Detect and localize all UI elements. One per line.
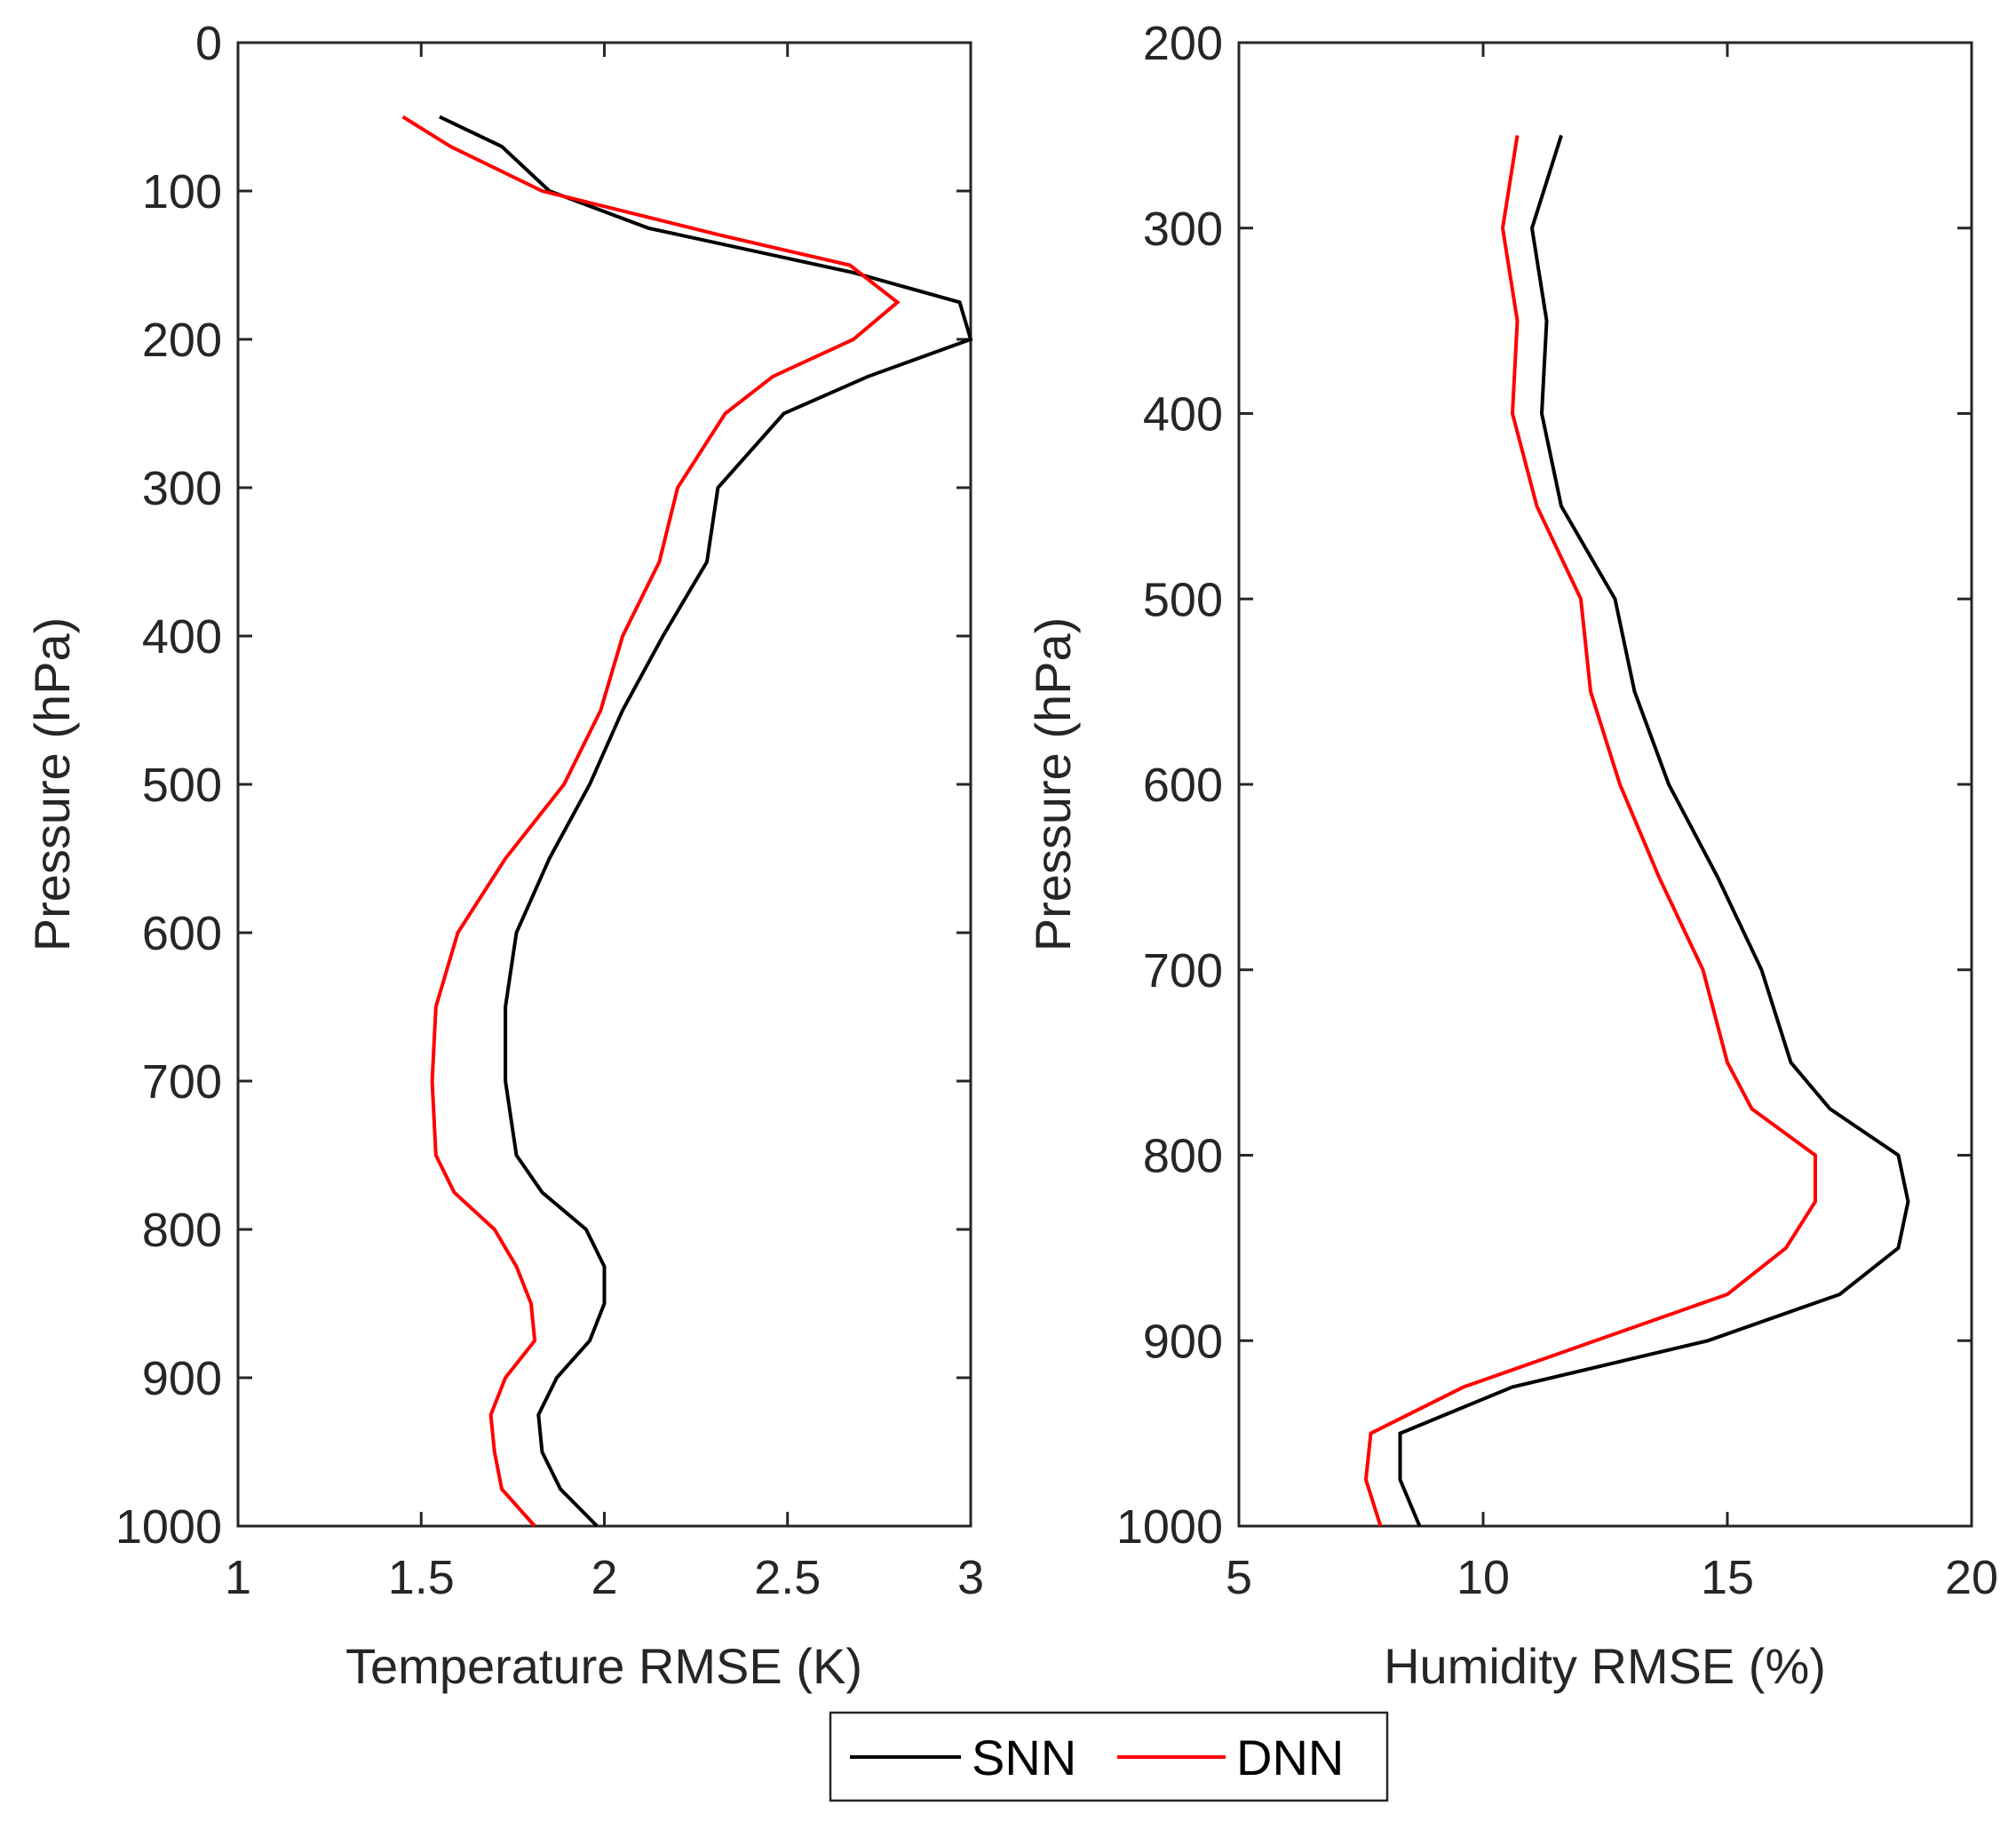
temperature-panel: 1 1.5 2 2.5 3 0 100 200 300 400 500 600 700 800 900 100…	[24, 17, 984, 1694]
humidity-x-tick-label: 10	[1456, 1551, 1510, 1604]
temperature-series	[401, 115, 973, 1528]
temperature-y-tick-label: 700	[142, 1055, 222, 1109]
temperature-y-tick-label: 300	[142, 462, 222, 515]
humidity-axes-box	[1237, 41, 1973, 1528]
humidity-y-tick-label: 1000	[1116, 1500, 1223, 1554]
humidity-y-tick-label: 300	[1143, 203, 1223, 256]
temperature-ticks: 1 1.5 2 2.5 3 0 100 200 300 400 500 600 700 800 900 100…	[115, 17, 984, 1604]
legend: SNN DNN	[829, 1711, 1389, 1802]
temperature-y-tick-label: 400	[142, 610, 222, 664]
temperature-series-snn	[439, 115, 973, 1528]
temperature-y-tick-label: 600	[142, 907, 222, 960]
humidity-x-tick-label: 20	[1945, 1551, 1998, 1604]
humidity-series	[1363, 134, 1910, 1527]
temperature-series-dnn	[401, 115, 901, 1528]
humidity-y-tick-label: 700	[1143, 944, 1223, 998]
humidity-x-tick-label: 5	[1226, 1551, 1252, 1604]
humidity-x-axis-label: Humidity RMSE (%)	[1384, 1638, 1826, 1694]
temperature-y-tick-label: 800	[142, 1204, 222, 1257]
humidity-y-axis-label: Pressure (hPa)	[1025, 617, 1081, 952]
temperature-x-tick-label: 2.5	[754, 1551, 821, 1604]
temperature-y-tick-label: 100	[142, 165, 222, 219]
temperature-y-tick-label: 1000	[115, 1500, 222, 1554]
humidity-series-dnn	[1363, 135, 1817, 1527]
temperature-x-tick-label: 2	[591, 1551, 617, 1604]
humidity-y-tick-label: 400	[1143, 388, 1223, 441]
legend-label-snn: SNN	[972, 1730, 1076, 1785]
humidity-y-tick-label: 500	[1143, 573, 1223, 626]
humidity-y-tick-label: 900	[1143, 1315, 1223, 1368]
temperature-x-tick-label: 1.5	[388, 1551, 455, 1604]
temperature-x-tick-label: 1	[225, 1551, 251, 1604]
humidity-panel: 5 10 15 20 200 300 400 500 600 700 800 900 1000 Humi…	[1025, 17, 1998, 1694]
temperature-y-tick-label: 500	[142, 759, 222, 812]
humidity-series-snn	[1398, 134, 1910, 1527]
humidity-x-tick-label: 15	[1701, 1551, 1754, 1604]
temperature-x-tick-label: 3	[957, 1551, 984, 1604]
temperature-y-axis-label: Pressure (hPa)	[24, 617, 80, 952]
temperature-x-axis-label: Temperature RMSE (K)	[345, 1638, 862, 1694]
temperature-y-tick-label: 200	[142, 314, 222, 367]
humidity-y-tick-label: 800	[1143, 1130, 1223, 1183]
humidity-y-tick-label: 200	[1143, 17, 1223, 70]
humidity-ticks: 5 10 15 20 200 300 400 500 600 700 800 900 1000	[1116, 17, 1998, 1604]
temperature-y-tick-label: 0	[195, 17, 222, 70]
humidity-y-tick-label: 600	[1143, 759, 1223, 812]
temperature-y-tick-label: 900	[142, 1352, 222, 1405]
legend-label-dnn: DNN	[1236, 1730, 1344, 1785]
